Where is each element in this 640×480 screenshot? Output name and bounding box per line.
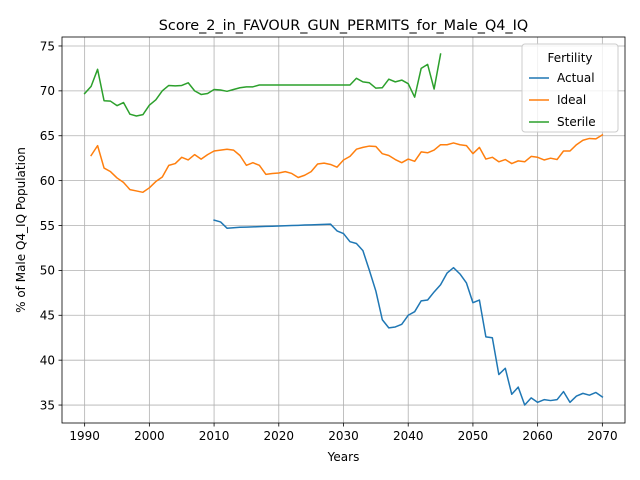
x-tick-label: 1990 xyxy=(69,429,100,443)
y-tick-label: 70 xyxy=(40,84,55,98)
x-axis-label: Years xyxy=(327,450,360,464)
y-tick-label: 75 xyxy=(40,39,55,53)
legend: Fertility Actual Ideal Sterile xyxy=(522,44,618,132)
x-tick-label: 2020 xyxy=(264,429,295,443)
legend-label-ideal: Ideal xyxy=(557,93,586,107)
y-tick-label: 35 xyxy=(40,398,55,412)
x-tick-label: 2060 xyxy=(522,429,553,443)
x-tick-label: 2030 xyxy=(328,429,359,443)
y-tick-label: 50 xyxy=(40,264,55,278)
x-tick-label: 2000 xyxy=(134,429,165,443)
y-tick-label: 65 xyxy=(40,129,55,143)
y-tick-label: 60 xyxy=(40,174,55,188)
y-axis-label: % of Male Q4_IQ Population xyxy=(14,147,28,313)
y-tick-label: 40 xyxy=(40,353,55,367)
x-tick-label: 2050 xyxy=(458,429,489,443)
y-tick-label: 45 xyxy=(40,309,55,323)
x-tick-label: 2070 xyxy=(587,429,618,443)
chart-title: Score_2_in_FAVOUR_GUN_PERMITS_for_Male_Q… xyxy=(159,18,528,34)
x-tick-label: 2010 xyxy=(199,429,230,443)
legend-label-sterile: Sterile xyxy=(557,115,596,129)
legend-title: Fertility xyxy=(547,51,592,65)
x-tick-label: 2040 xyxy=(393,429,424,443)
legend-label-actual: Actual xyxy=(557,71,595,85)
y-tick-label: 55 xyxy=(40,219,55,233)
